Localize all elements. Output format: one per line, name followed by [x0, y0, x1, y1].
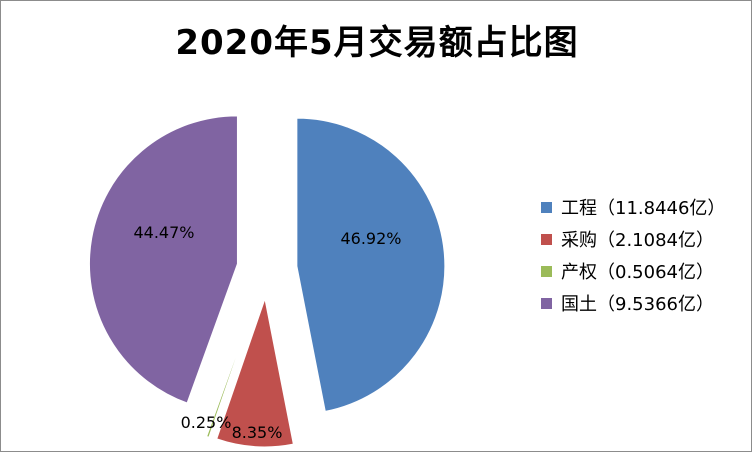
data-label-gongcheng: 46.92%	[340, 229, 401, 248]
data-label-caigou: 8.35%	[232, 423, 283, 442]
chart-title: 2020年5月交易额占比图	[175, 23, 579, 63]
legend-swatch-gongcheng	[541, 201, 552, 213]
legend-item-caigou: 采购（2.1084亿）	[541, 223, 725, 255]
legend-swatch-caigou	[541, 233, 552, 245]
legend-label-caigou: 采购（2.1084亿）	[561, 230, 714, 251]
legend-swatch-guotu	[541, 297, 552, 309]
pie-slice-gongcheng	[296, 117, 446, 412]
data-label-chanquan: 0.25%	[181, 413, 232, 432]
legend-item-guotu: 国土（9.5366亿）	[541, 287, 725, 319]
pie-slice-guotu	[88, 115, 238, 404]
pie-slice-chanquan	[206, 297, 258, 438]
data-label-guotu: 44.47%	[133, 223, 194, 242]
legend-label-guotu: 国土（9.5366亿）	[561, 294, 714, 315]
legend-item-chanquan: 产权（0.5064亿）	[541, 255, 725, 287]
legend-item-gongcheng: 工程（11.8446亿）	[541, 191, 725, 223]
pie-slice-caigou	[216, 297, 294, 448]
legend-swatch-chanquan	[541, 265, 552, 277]
legend-label-chanquan: 产权（0.5064亿）	[561, 262, 714, 283]
legend-label-gongcheng: 工程（11.8446亿）	[561, 198, 726, 219]
chart-legend: 工程（11.8446亿） 采购（2.1084亿） 产权（0.5064亿） 国土（…	[541, 191, 725, 319]
